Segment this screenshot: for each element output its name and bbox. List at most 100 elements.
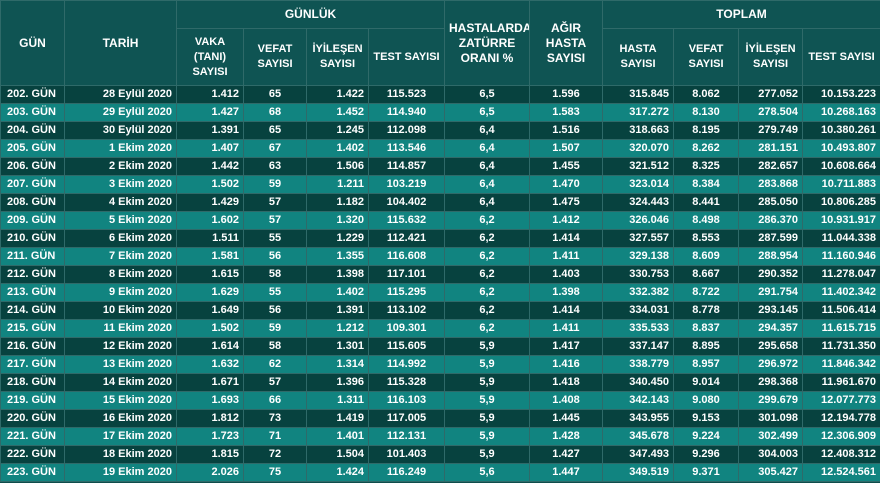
cell-toplam-iyilesen: 298.368 <box>738 373 804 392</box>
cell-zaturre: 5,9 <box>444 337 531 356</box>
cell-date: 16 Ekim 2020 <box>64 409 177 428</box>
cell-vaka: 1.511 <box>176 229 244 248</box>
cell-agir-hasta: 1.411 <box>529 319 604 338</box>
cell-vaka: 1.429 <box>176 193 244 212</box>
cell-day: 206. GÜN <box>0 157 65 176</box>
cell-agir-hasta: 1.427 <box>529 445 604 464</box>
cell-day: 221. GÜN <box>0 427 65 446</box>
cell-toplam-hasta: 338.779 <box>602 355 675 374</box>
cell-test: 115.632 <box>367 211 446 230</box>
cell-toplam-hasta: 326.046 <box>602 211 675 230</box>
cell-zaturre: 6,4 <box>444 193 531 212</box>
cell-toplam-iyilesen: 288.954 <box>738 247 804 266</box>
cell-toplam-iyilesen: 305.427 <box>738 463 804 482</box>
cell-toplam-vefat: 9.296 <box>673 445 740 464</box>
cell-test: 112.131 <box>367 427 446 446</box>
cell-toplam-test: 11.506.414 <box>802 301 880 320</box>
table-row: 213. GÜN 9 Ekim 2020 1.629 55 1.402 115.295 6,… <box>0 283 880 302</box>
header-test-sayisi: TEST SAYISI <box>367 28 446 86</box>
cell-toplam-hasta: 329.138 <box>602 247 675 266</box>
cell-toplam-vefat: 8.609 <box>673 247 740 266</box>
table-row: 215. GÜN 11 Ekim 2020 1.502 59 1.212 109.301 6… <box>0 319 880 338</box>
cell-agir-hasta: 1.447 <box>529 463 604 482</box>
cell-vefat: 62 <box>243 355 307 374</box>
cell-zaturre: 5,9 <box>444 355 531 374</box>
cell-toplam-hasta: 334.031 <box>602 301 675 320</box>
cell-test: 112.098 <box>367 121 446 140</box>
cell-toplam-hasta: 345.678 <box>602 427 675 446</box>
cell-zaturre: 5,9 <box>444 373 531 392</box>
header-gun: GÜN <box>0 0 65 86</box>
table-row: 210. GÜN 6 Ekim 2020 1.511 55 1.229 112.421 6,… <box>0 229 880 248</box>
header-toplam: TOPLAM <box>602 0 880 29</box>
cell-toplam-hasta: 337.147 <box>602 337 675 356</box>
cell-test: 113.102 <box>367 301 446 320</box>
cell-test: 115.605 <box>367 337 446 356</box>
cell-toplam-hasta: 317.272 <box>602 103 675 122</box>
cell-toplam-iyilesen: 285.050 <box>738 193 804 212</box>
cell-toplam-vefat: 9.153 <box>673 409 740 428</box>
cell-zaturre: 6,2 <box>444 247 531 266</box>
table-row: 218. GÜN 14 Ekim 2020 1.671 57 1.396 115.328 5… <box>0 373 880 392</box>
cell-toplam-test: 10.711.883 <box>802 175 880 194</box>
cell-toplam-test: 10.931.917 <box>802 211 880 230</box>
cell-vaka: 1.391 <box>176 121 244 140</box>
cell-vefat: 55 <box>243 283 307 302</box>
table-row: 222. GÜN 18 Ekim 2020 1.815 72 1.504 101.403 5… <box>0 445 880 464</box>
header-gunluk: GÜNLÜK <box>175 0 446 29</box>
cell-toplam-test: 12.077.773 <box>802 391 880 410</box>
cell-zaturre: 6,2 <box>444 265 531 284</box>
cell-toplam-iyilesen: 286.370 <box>738 211 804 230</box>
cell-agir-hasta: 1.516 <box>529 121 604 140</box>
cell-toplam-hasta: 343.955 <box>602 409 675 428</box>
cell-agir-hasta: 1.475 <box>529 193 604 212</box>
cell-toplam-vefat: 8.722 <box>673 283 740 302</box>
cell-test: 114.992 <box>367 355 446 374</box>
cell-iyilesen: 1.212 <box>306 319 369 338</box>
cell-vefat: 58 <box>243 265 307 284</box>
cell-zaturre: 5,9 <box>444 445 531 464</box>
cell-toplam-iyilesen: 299.679 <box>738 391 804 410</box>
cell-date: 6 Ekim 2020 <box>64 229 177 248</box>
cell-toplam-test: 11.846.342 <box>802 355 880 374</box>
cell-toplam-vefat: 9.080 <box>673 391 740 410</box>
cell-date: 15 Ekim 2020 <box>64 391 177 410</box>
cell-vaka: 1.442 <box>176 157 244 176</box>
header-agir-hasta: AĞIR HASTA SAYISI <box>529 0 604 86</box>
table-row: 208. GÜN 4 Ekim 2020 1.429 57 1.182 104.402 6,… <box>0 193 880 212</box>
header-iyilesen-sayisi: İYİLEŞEN SAYISI <box>306 28 369 86</box>
table-row: 211. GÜN 7 Ekim 2020 1.581 56 1.355 116.608 6,… <box>0 247 880 266</box>
cell-date: 29 Eylül 2020 <box>64 103 177 122</box>
cell-toplam-test: 11.615.715 <box>802 319 880 338</box>
cell-date: 19 Ekim 2020 <box>64 463 177 482</box>
cell-toplam-iyilesen: 302.499 <box>738 427 804 446</box>
cell-vaka: 1.629 <box>176 283 244 302</box>
cell-date: 7 Ekim 2020 <box>64 247 177 266</box>
cell-zaturre: 6,2 <box>444 301 531 320</box>
cell-toplam-vefat: 9.224 <box>673 427 740 446</box>
header-vefat-sayisi: VEFAT SAYISI <box>243 28 307 86</box>
cell-vaka: 1.502 <box>176 319 244 338</box>
cell-vefat: 55 <box>243 229 307 248</box>
cell-toplam-test: 12.524.561 <box>802 463 880 482</box>
table-row: 206. GÜN 2 Ekim 2020 1.442 63 1.506 114.857 6,… <box>0 157 880 176</box>
cell-vefat: 57 <box>243 373 307 392</box>
cell-toplam-vefat: 8.553 <box>673 229 740 248</box>
table-row: 221. GÜN 17 Ekim 2020 1.723 71 1.401 112.131 5… <box>0 427 880 446</box>
cell-day: 220. GÜN <box>0 409 65 428</box>
cell-agir-hasta: 1.596 <box>529 85 604 104</box>
cell-toplam-vefat: 9.371 <box>673 463 740 482</box>
cell-zaturre: 6,4 <box>444 175 531 194</box>
cell-agir-hasta: 1.507 <box>529 139 604 158</box>
cell-test: 114.940 <box>367 103 446 122</box>
cell-vaka: 1.502 <box>176 175 244 194</box>
cell-agir-hasta: 1.408 <box>529 391 604 410</box>
cell-agir-hasta: 1.416 <box>529 355 604 374</box>
cell-vefat: 59 <box>243 175 307 194</box>
cell-toplam-test: 10.608.664 <box>802 157 880 176</box>
cell-zaturre: 6,4 <box>444 121 531 140</box>
cell-date: 2 Ekim 2020 <box>64 157 177 176</box>
cell-vefat: 71 <box>243 427 307 446</box>
cell-toplam-hasta: 324.443 <box>602 193 675 212</box>
cell-iyilesen: 1.229 <box>306 229 369 248</box>
